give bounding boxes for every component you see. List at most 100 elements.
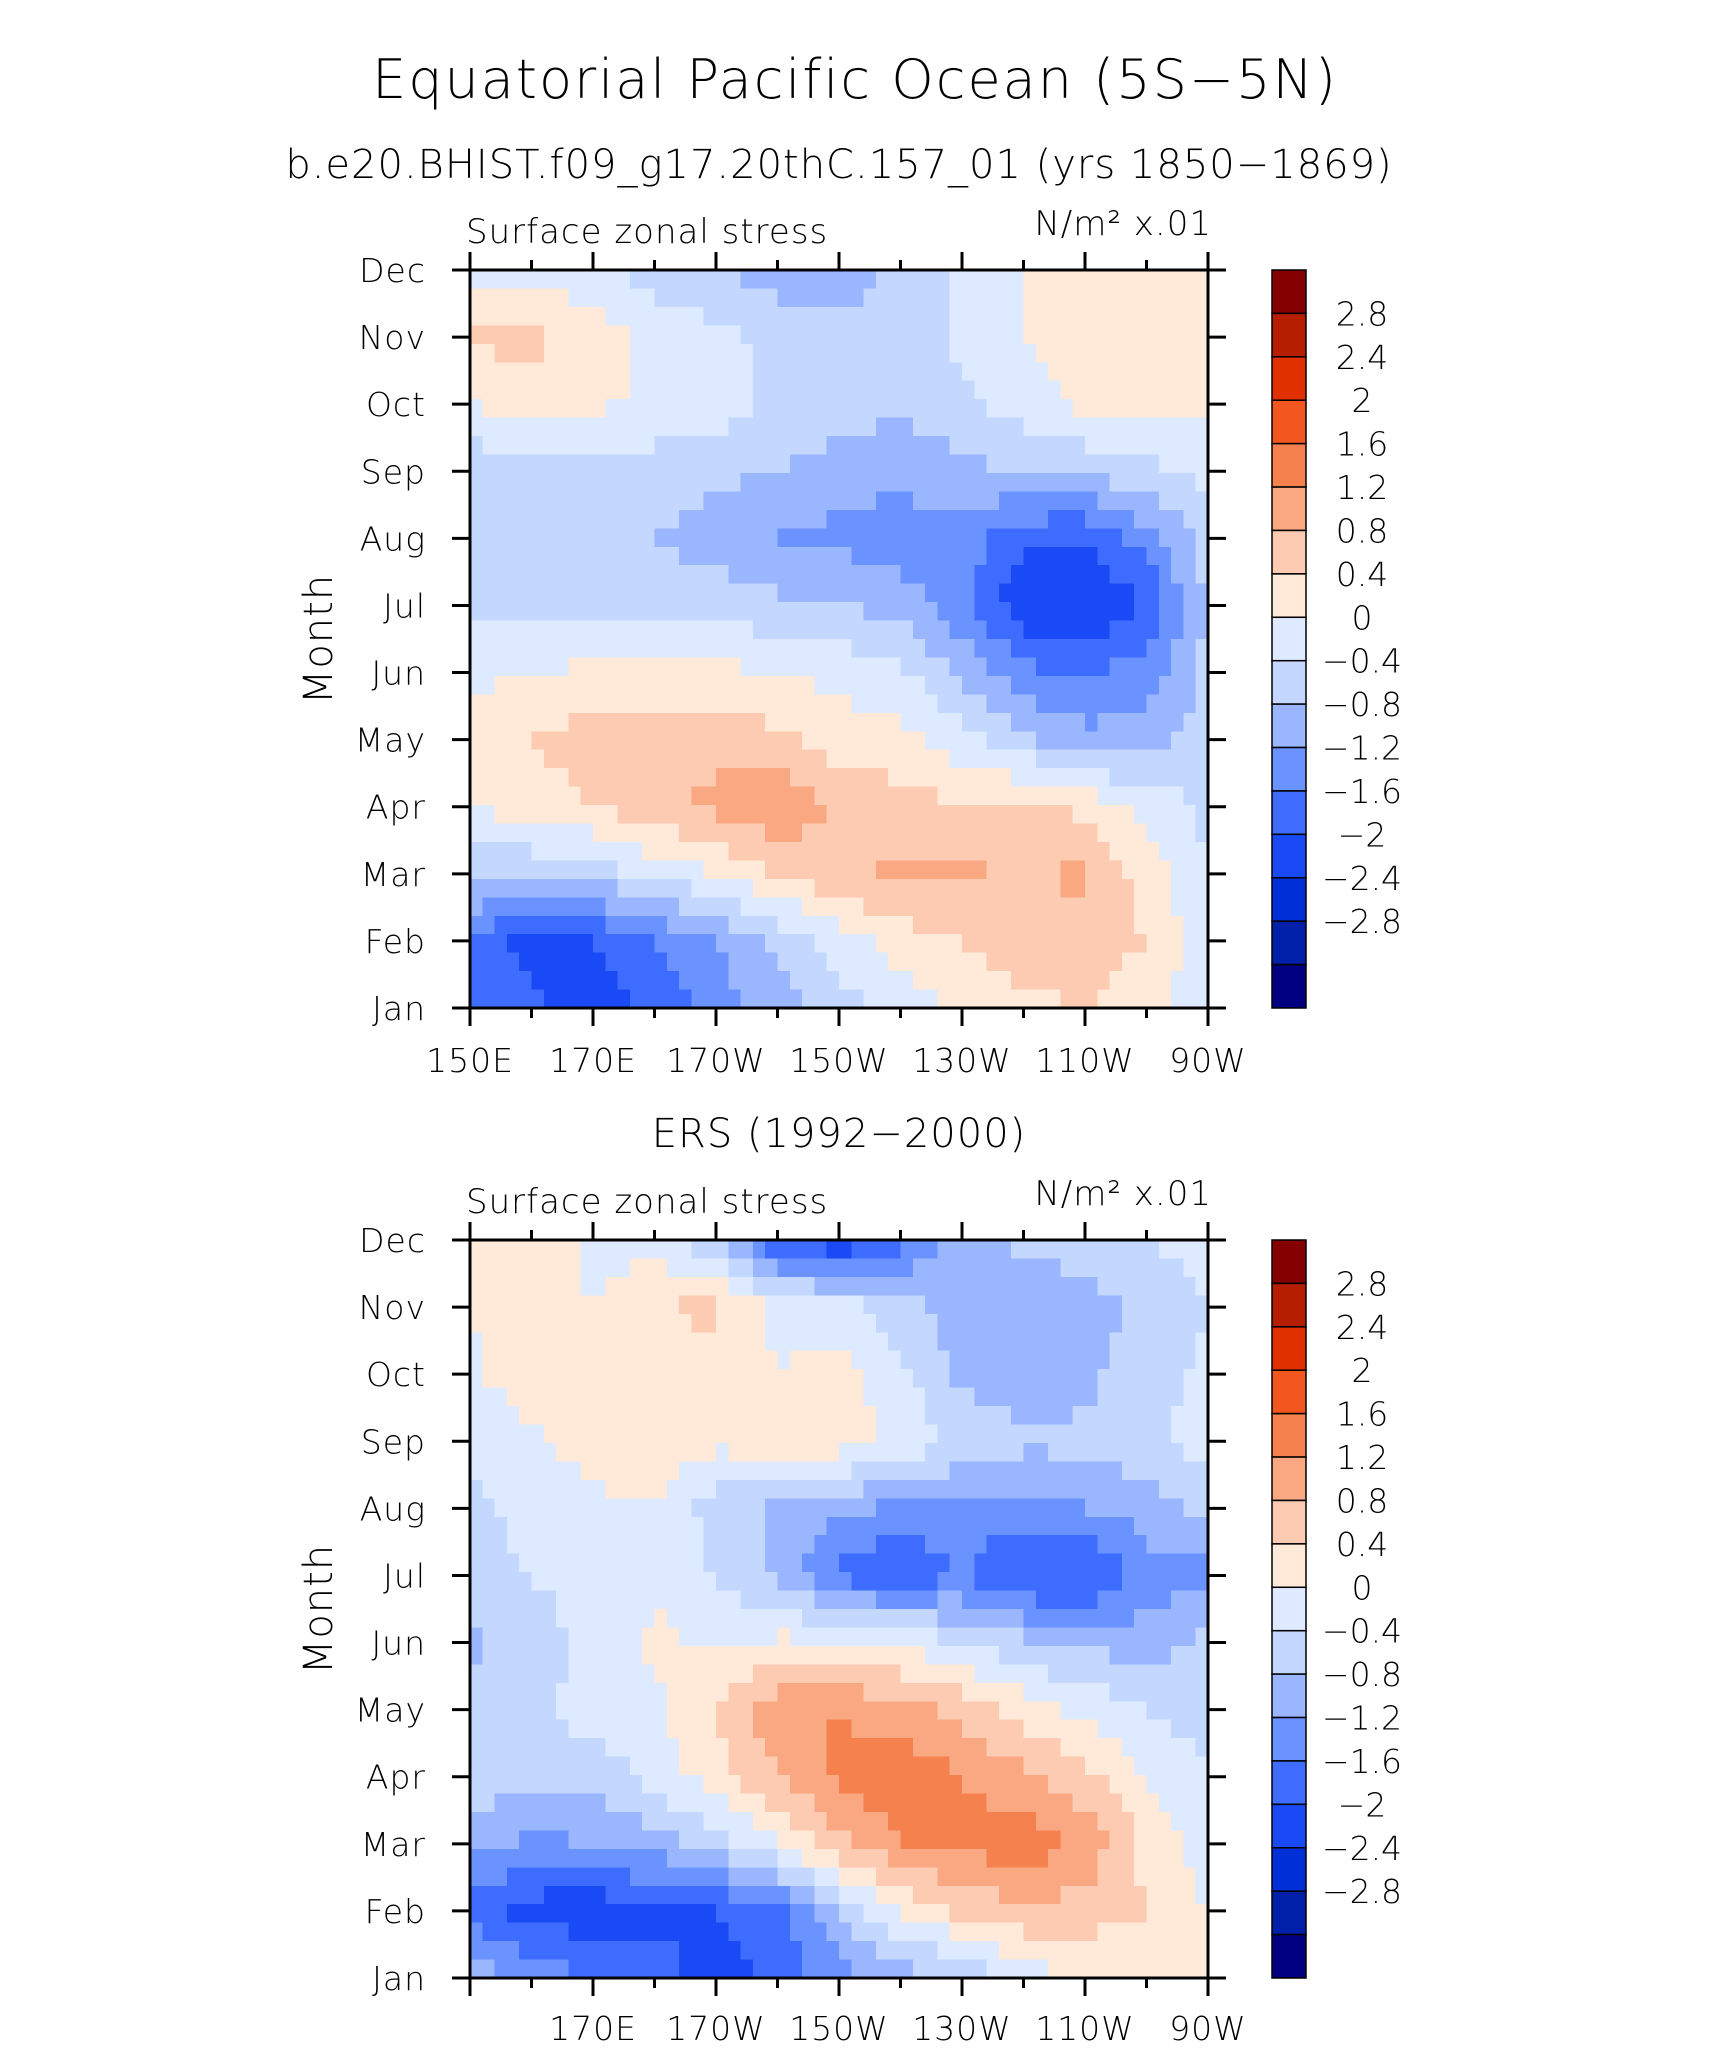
contour-cell (888, 1535, 902, 1555)
contour-cell (642, 1240, 656, 1260)
contour-cell (765, 915, 779, 935)
contour-cell (470, 1609, 483, 1629)
contour-cell (593, 1941, 606, 1961)
contour-cell (642, 952, 656, 972)
contour-cell (1121, 1590, 1135, 1610)
contour-cell (802, 878, 815, 898)
contour-cell (654, 583, 668, 603)
contour-cell (863, 454, 877, 474)
contour-cell (814, 1276, 828, 1296)
contour-cell (839, 1609, 852, 1629)
contour-cell (925, 343, 938, 363)
contour-cell (912, 1645, 926, 1665)
contour-cell (888, 602, 902, 622)
contour-cell (1121, 1350, 1135, 1370)
contour-cell (1171, 1904, 1184, 1924)
contour-cell (1109, 472, 1123, 492)
contour-cell (642, 1793, 656, 1813)
contour-cell (912, 878, 926, 898)
contour-cell (802, 712, 815, 732)
contour-cell (531, 897, 545, 917)
contour-cell (519, 1535, 533, 1555)
contour-cell (949, 399, 963, 419)
contour-cell (937, 712, 951, 732)
contour-cell (593, 1959, 606, 1979)
contour-cell (740, 1590, 754, 1610)
contour-cell (691, 1442, 705, 1462)
contour-cell (1121, 639, 1135, 659)
contour-cell (1183, 1609, 1197, 1629)
contour-cell (531, 1738, 545, 1758)
contour-cell (1011, 1258, 1025, 1278)
contour-cell (1195, 805, 1209, 825)
contour-cell (974, 657, 988, 677)
contour-cell (777, 1738, 791, 1758)
contour-cell (605, 823, 619, 843)
contour-cell (1183, 971, 1197, 991)
contour-cell (482, 1313, 496, 1333)
contour-cell (949, 1332, 963, 1352)
contour-cell (642, 1479, 656, 1499)
contour-cell (1109, 1885, 1123, 1905)
contour-cell (593, 657, 606, 677)
contour-cell (1011, 602, 1025, 622)
contour-cell (802, 749, 815, 769)
contour-cell (925, 1867, 938, 1887)
contour-cell (654, 472, 668, 492)
contour-cell (593, 620, 606, 640)
contour-cell (605, 1424, 619, 1444)
contour-cell (1072, 1885, 1086, 1905)
contour-cell (580, 472, 594, 492)
contour-cell (777, 472, 791, 492)
contour-cell (740, 343, 754, 363)
contour-cell (629, 288, 643, 308)
contour-cell (802, 1479, 815, 1499)
contour-cell (912, 1701, 926, 1721)
contour-cell (1171, 380, 1184, 400)
contour-cell (740, 897, 754, 917)
contour-cell (888, 1719, 902, 1739)
contour-cell (912, 1369, 926, 1389)
contour-cell (593, 472, 606, 492)
contour-cell (1121, 1240, 1135, 1260)
contour-cell (642, 1775, 656, 1795)
contour-cell (716, 1682, 729, 1702)
contour-cell (765, 1811, 779, 1831)
contour-cell (531, 1701, 545, 1721)
contour-cell (728, 583, 742, 603)
contour-cell (556, 1258, 569, 1278)
contour-cell (851, 841, 865, 861)
contour-cell (1072, 1461, 1086, 1481)
contour-cell (974, 1516, 988, 1536)
contour-cell (839, 1811, 852, 1831)
contour-cell (802, 952, 815, 972)
contour-cell (1060, 1904, 1074, 1924)
contour-cell (654, 1553, 668, 1573)
contour-cell (900, 491, 914, 511)
contour-cell (629, 1959, 643, 1979)
contour-cell (1195, 731, 1209, 751)
contour-cell (1195, 1258, 1209, 1278)
contour-cell (679, 325, 692, 345)
contour-cell (1023, 915, 1037, 935)
contour-cell (851, 694, 865, 714)
contour-cell (654, 1498, 668, 1518)
contour-cell (654, 1645, 668, 1665)
contour-cell (568, 841, 582, 861)
contour-cell (802, 583, 815, 603)
contour-cell (814, 270, 828, 290)
contour-cell (802, 491, 815, 511)
contour-cell (1183, 1406, 1197, 1426)
contour-cell (949, 915, 963, 935)
contour-cell (1023, 1664, 1037, 1684)
contour-cell (703, 1313, 717, 1333)
contour-cell (482, 472, 496, 492)
contour-cell (949, 417, 963, 437)
contour-cell (1011, 1664, 1025, 1684)
contour-cell (925, 952, 938, 972)
contour-cell (1134, 1535, 1148, 1555)
contour-cell (716, 1572, 729, 1592)
contour-cell (789, 915, 803, 935)
contour-cell (666, 749, 680, 769)
contour-cell (654, 380, 668, 400)
